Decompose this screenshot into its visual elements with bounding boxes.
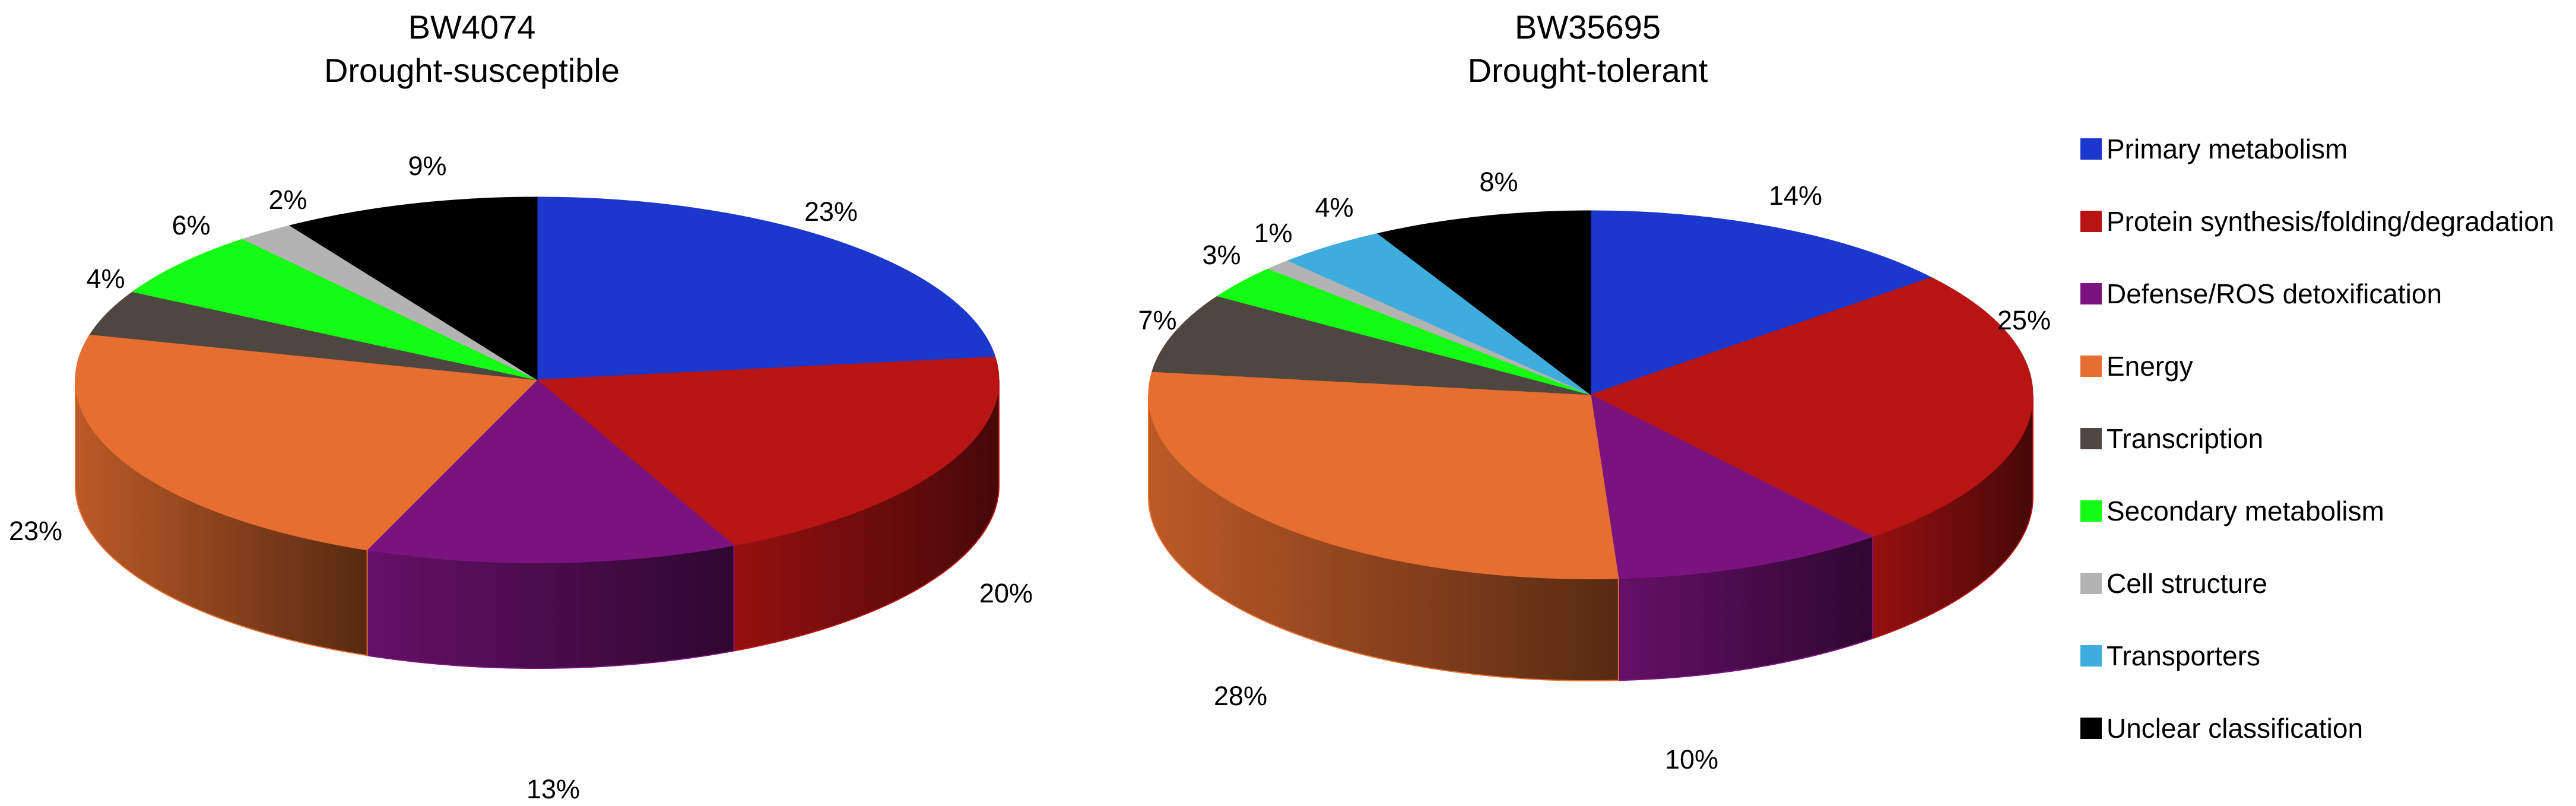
legend-swatch <box>2080 138 2102 160</box>
value-label-right-1: 25% <box>1997 305 2051 335</box>
pie-slice-primary-metabolism <box>537 196 996 380</box>
pie-slice-transporters <box>1287 233 1591 395</box>
pie-slice-unclear-classification <box>1376 210 1591 396</box>
pie-slice-defense-ros-detoxification <box>1590 394 1874 579</box>
pie-slices-left <box>75 196 1000 563</box>
pie-right-body <box>1148 210 2033 682</box>
legend-item-cell-structure: Cell structure <box>2080 547 2573 620</box>
pie-left-body <box>75 196 1000 669</box>
value-label-right-5: 3% <box>1202 240 1241 270</box>
legend-swatch <box>2080 645 2102 667</box>
pie-slice-unclear-classification <box>288 196 538 380</box>
legend-label: Protein synthesis/folding/degradation <box>2107 206 2555 237</box>
legend-label: Defense/ROS detoxification <box>2107 278 2442 309</box>
value-label-right-4: 7% <box>1138 305 1176 335</box>
pie-chart-right: BW35695 Drought-tolerant 14% 25% 10% 28%… <box>1138 8 2051 775</box>
legend-item-primary-metabolism: Primary metabolism <box>2080 113 2573 185</box>
pie-slice-secondary-metabolism <box>132 239 538 380</box>
legend: Primary metabolism Protein synthesis/fol… <box>2080 113 2573 764</box>
legend-swatch <box>2080 428 2102 449</box>
pie-slice-protein-synthesis-folding-degradation <box>536 356 1000 546</box>
value-label-left-0: 23% <box>804 196 858 227</box>
legend-swatch <box>2080 573 2102 594</box>
value-label-left-5: 6% <box>172 210 210 240</box>
pie-slice-transcription <box>89 291 538 380</box>
legend-label: Primary metabolism <box>2107 134 2348 164</box>
value-label-right-3: 28% <box>1214 681 1267 711</box>
legend-label: Transporters <box>2107 640 2261 671</box>
value-label-left-1: 20% <box>979 578 1033 608</box>
chart-subtitle-right: Drought-tolerant <box>1468 52 1708 89</box>
value-label-left-6: 2% <box>268 185 307 215</box>
legend-item-transporters: Transporters <box>2080 620 2573 692</box>
value-labels-right: 14% 25% 10% 28% 7% 3% 1% 4% 8% <box>1138 167 2051 775</box>
pie-chart-left: BW4074 Drought-susceptible 23% 20% 13% 2… <box>9 8 1033 804</box>
legend-item-unclear: Unclear classification <box>2080 692 2573 764</box>
pie-slice-transcription <box>1151 296 1591 395</box>
value-label-left-4: 4% <box>86 264 125 294</box>
pie-slice-energy <box>1148 371 1619 579</box>
legend-label: Cell structure <box>2107 568 2267 599</box>
value-label-right-7: 4% <box>1315 192 1353 223</box>
legend-swatch <box>2080 718 2102 739</box>
legend-item-transcription: Transcription <box>2080 402 2573 475</box>
value-label-right-0: 14% <box>1769 180 1822 211</box>
chart-subtitle-left: Drought-susceptible <box>324 52 620 89</box>
value-label-right-8: 8% <box>1479 167 1518 197</box>
value-label-left-3: 23% <box>9 516 62 546</box>
value-label-right-2: 10% <box>1665 744 1718 775</box>
pie-slice-primary-metabolism <box>1590 210 1933 395</box>
value-labels-left: 23% 20% 13% 23% 4% 6% 2% 9% <box>9 151 1033 804</box>
value-label-left-7: 9% <box>408 151 446 181</box>
pie-slice-protein-synthesis-folding-degradation <box>1590 277 2033 537</box>
chart-title-left: BW4074 <box>408 8 536 46</box>
chart-title-right: BW35695 <box>1515 8 1661 46</box>
legend-label: Secondary metabolism <box>2107 496 2384 526</box>
legend-label: Unclear classification <box>2107 713 2364 744</box>
pie-slices-right <box>1148 210 2033 579</box>
legend-item-secondary-metabolism: Secondary metabolism <box>2080 475 2573 547</box>
legend-item-energy: Energy <box>2080 330 2573 402</box>
legend-swatch <box>2080 211 2102 232</box>
pie-side-defense-ros-detoxification <box>366 544 735 669</box>
pie-slice-defense-ros-detoxification <box>366 379 735 563</box>
legend-swatch <box>2080 500 2102 522</box>
value-label-right-6: 1% <box>1254 218 1292 248</box>
legend-label: Transcription <box>2107 423 2264 454</box>
legend-item-defense: Defense/ROS detoxification <box>2080 258 2573 330</box>
legend-item-protein-synthesis: Protein synthesis/folding/degradation <box>2080 185 2573 258</box>
value-label-left-2: 13% <box>526 774 580 804</box>
legend-swatch <box>2080 283 2102 304</box>
legend-label: Energy <box>2107 351 2193 382</box>
pie-slice-energy <box>75 334 538 550</box>
legend-swatch <box>2080 356 2102 377</box>
